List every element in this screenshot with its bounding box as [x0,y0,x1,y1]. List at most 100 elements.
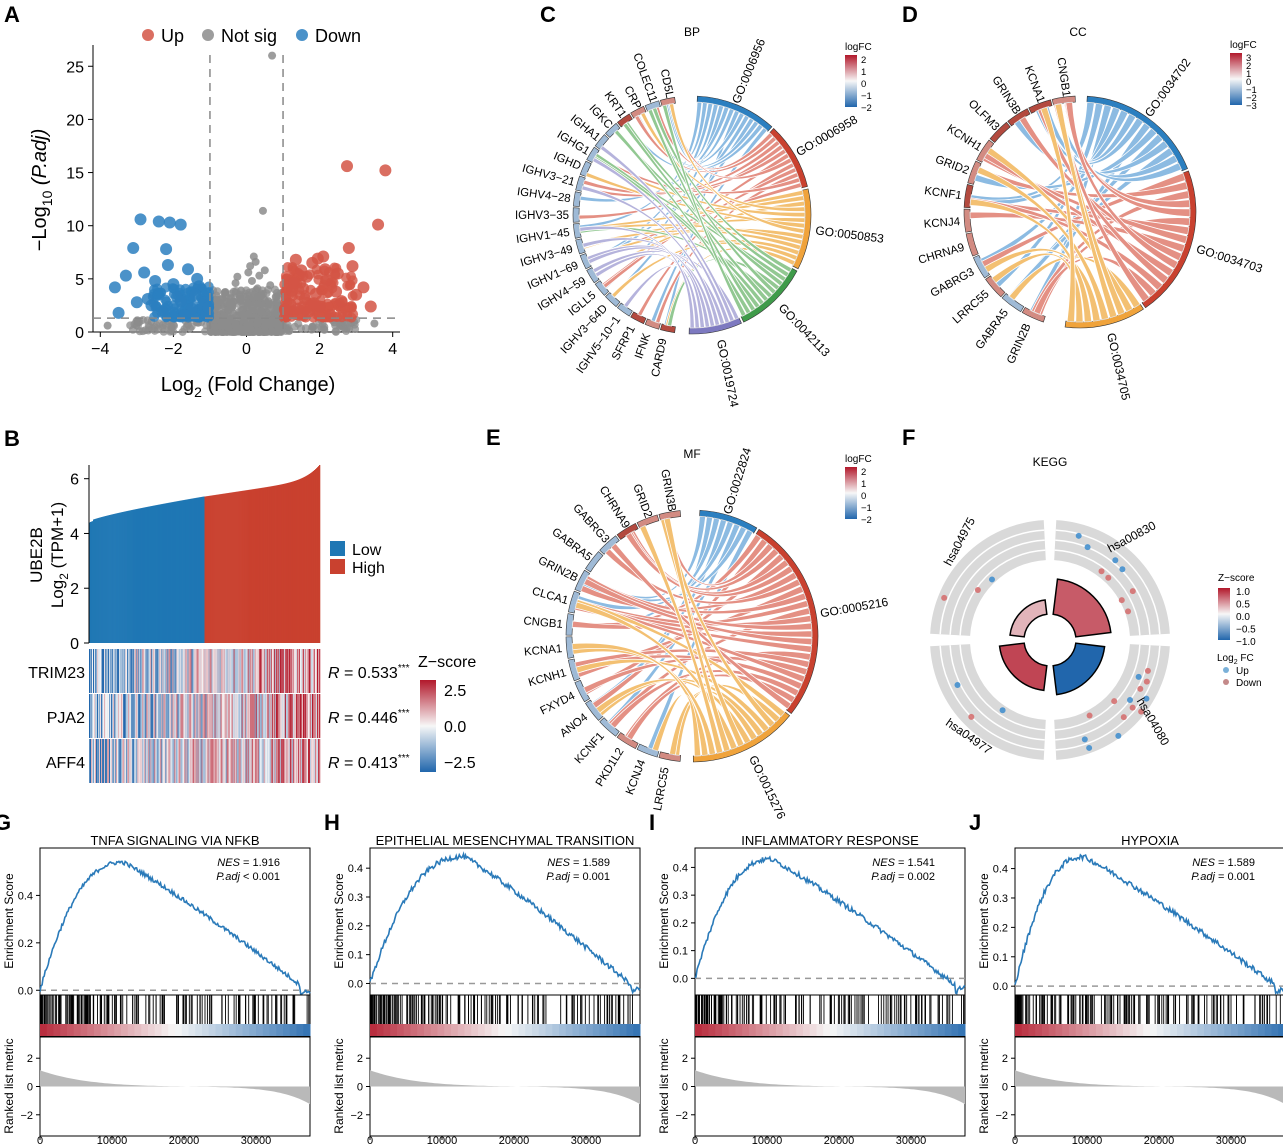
heatmap-cell [306,739,309,783]
rank-color-cell [478,1024,486,1036]
heatmap-cell [210,649,212,693]
heatmap-cell [103,649,105,693]
rank-color-cell [1156,1024,1164,1036]
bar-high [209,495,211,643]
term-label: GO:0034703 [1195,242,1265,276]
bar-low [195,497,197,643]
bar-high [246,490,248,643]
zscore-tick-label: −1.0 [1236,637,1256,648]
heatmap-cell [94,694,96,738]
gene-label: KCNH1 [527,667,568,689]
bar-low [176,501,178,643]
bar-low [173,501,175,643]
rank-color-cell [572,1024,580,1036]
heatmap-cell [118,739,120,783]
gene-segment [575,238,586,255]
heatmap-cell [131,649,133,693]
zscore-tick-label: 2.5 [444,683,466,700]
bar-high [242,490,244,643]
heatmap-cell [197,694,199,738]
term-label: GO:0034702 [1142,55,1194,119]
heatmap-cell [152,649,154,693]
heatmap-cell [305,694,308,738]
padj-text: P.adj = 0.002 [871,871,935,883]
gene-label: CD5L [658,68,676,100]
heatmap-cell [100,739,102,783]
heatmap-cell [168,649,170,693]
point-ns [216,317,225,326]
heatmap-cell [264,649,267,693]
x-tick-label: 10000 [1072,1135,1103,1147]
bar-high [276,485,279,643]
zscore-colorbar [420,680,436,772]
heatmap-cell [285,694,288,738]
bar-low [129,510,131,643]
rank-color-cell [626,1024,634,1036]
heatmap-cell [311,694,314,738]
gene-dot [1135,673,1142,680]
heatmap-cell [272,739,275,783]
bar-low [199,497,201,643]
bar-low [135,509,137,643]
heatmap-cell [191,739,193,783]
heatmap-cell [160,694,162,738]
heatmap-cell [185,694,187,738]
heatmap-cell [180,739,182,783]
rank-color-cell [1237,1024,1245,1036]
heatmap-cell [160,649,162,693]
heatmap-cell [251,649,254,693]
bar-high [275,485,278,643]
gsea-title: HYPOXIA [1121,833,1179,848]
heatmap-cell [291,694,294,738]
heatmap-cell [119,694,121,738]
rank-color-cell [606,1024,614,1036]
rank-color-cell [701,1024,709,1036]
bar-low [145,507,147,643]
bar-low [104,516,106,643]
bar-high [284,483,287,643]
legend-swatch-low [330,541,345,556]
chord-ribbon [1040,106,1076,323]
point-ns [246,262,255,271]
heatmap-cell [185,739,187,783]
heatmap-cell [193,649,195,693]
heatmap-cell [123,739,125,783]
heatmap-cell [287,694,290,738]
point-up [282,261,293,272]
bar-low [140,508,142,643]
heatmap-cell [238,739,240,783]
bar-high [240,491,242,643]
bar-high [233,492,235,643]
heatmap-cell [168,739,170,783]
rank-color-cell [877,1024,885,1036]
heatmap-cell [316,649,319,693]
chord-ribbon [666,258,781,327]
heatmap-cell [206,649,208,693]
point-ns [224,323,233,332]
heatmap-cell [118,649,120,693]
heatmap-cell [179,649,181,693]
gene-label: CHRNA9 [917,242,966,267]
chord-ribbon [969,198,1093,323]
bar-low [174,501,176,643]
heatmap-cell [219,694,221,738]
bar-low [143,507,145,643]
heatmap-cell [308,739,311,783]
heatmap-cell [157,739,159,783]
rank-color-cell [283,1024,291,1036]
heatmap-cell [208,649,210,693]
logfc-legend-title: logFC [1230,40,1257,51]
gene-dot [1125,608,1132,615]
bar-low [187,499,189,643]
rank-color-cell [904,1024,912,1036]
heatmap-cell [154,649,156,693]
heatmap-cell [202,649,204,693]
heatmap-cell [108,739,110,783]
legend-label: Not sig [221,26,277,46]
rank-color-cell [762,1024,770,1036]
heatmap-cell [213,649,215,693]
heatmap-cell [214,739,216,783]
heatmap-cell [117,739,119,783]
point-down [149,274,162,287]
label-part: (P.adj) [29,129,51,191]
